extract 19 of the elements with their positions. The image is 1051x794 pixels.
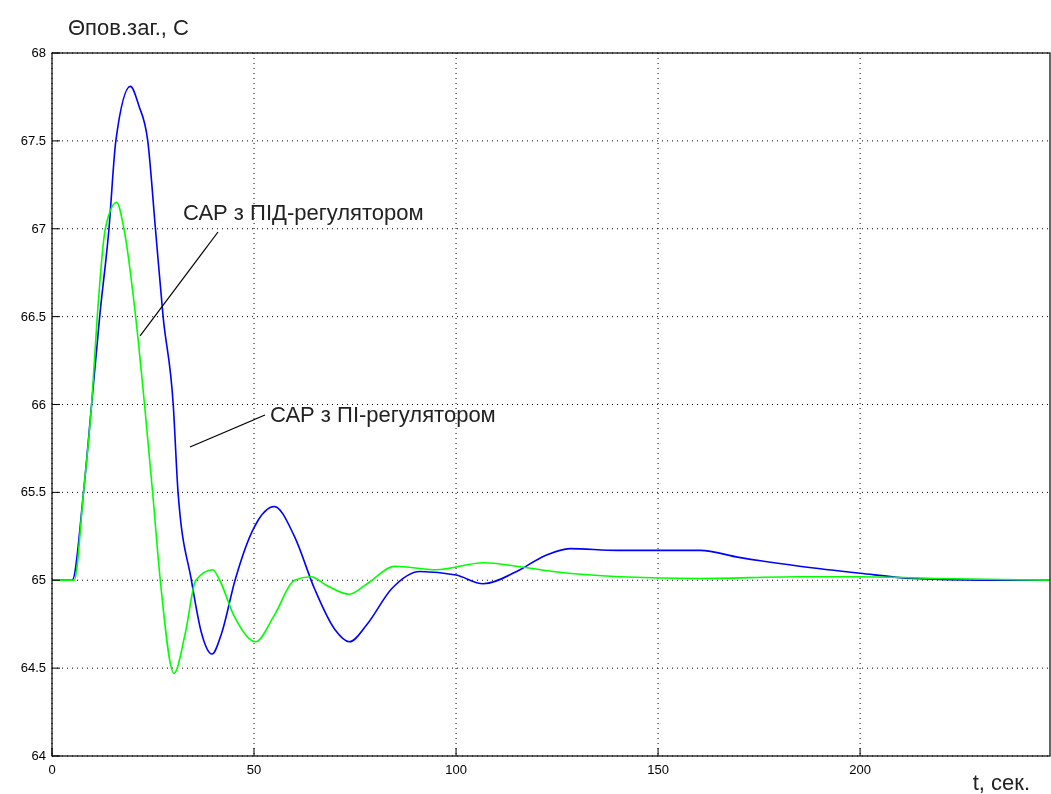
y-tick-label: 64	[31, 748, 46, 763]
y-tick-label: 68	[31, 45, 46, 60]
x-tick-label: 150	[647, 762, 669, 777]
y-tick-label: 66	[31, 396, 46, 412]
x-tick-label: 50	[246, 762, 262, 777]
y-tick-label: 65	[31, 572, 46, 588]
line-series	[51, 201, 1051, 675]
x-axis-title: t, сек.	[972, 770, 1030, 794]
y-tick-label: 67.5	[20, 132, 46, 148]
annotation: САР з ПІД-регулятором	[183, 200, 424, 225]
y-tick-label: 64.5	[20, 660, 46, 676]
x-tick-label: 100	[445, 762, 467, 777]
x-tick-label: 200	[849, 762, 871, 777]
annotation: САР з ПІ-регулятором	[270, 402, 496, 427]
y-tick-label: 67	[31, 220, 46, 236]
y-tick-label: 65.5	[20, 484, 46, 500]
y-axis-title: Θпов.заг., С	[68, 15, 190, 40]
y-tick-label: 66.5	[20, 308, 46, 324]
x-tick-label: 0	[48, 762, 56, 777]
